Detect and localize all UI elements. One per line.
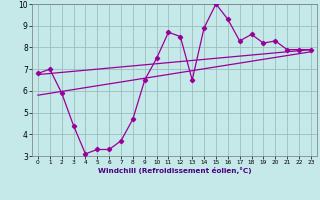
X-axis label: Windchill (Refroidissement éolien,°C): Windchill (Refroidissement éolien,°C) — [98, 167, 251, 174]
